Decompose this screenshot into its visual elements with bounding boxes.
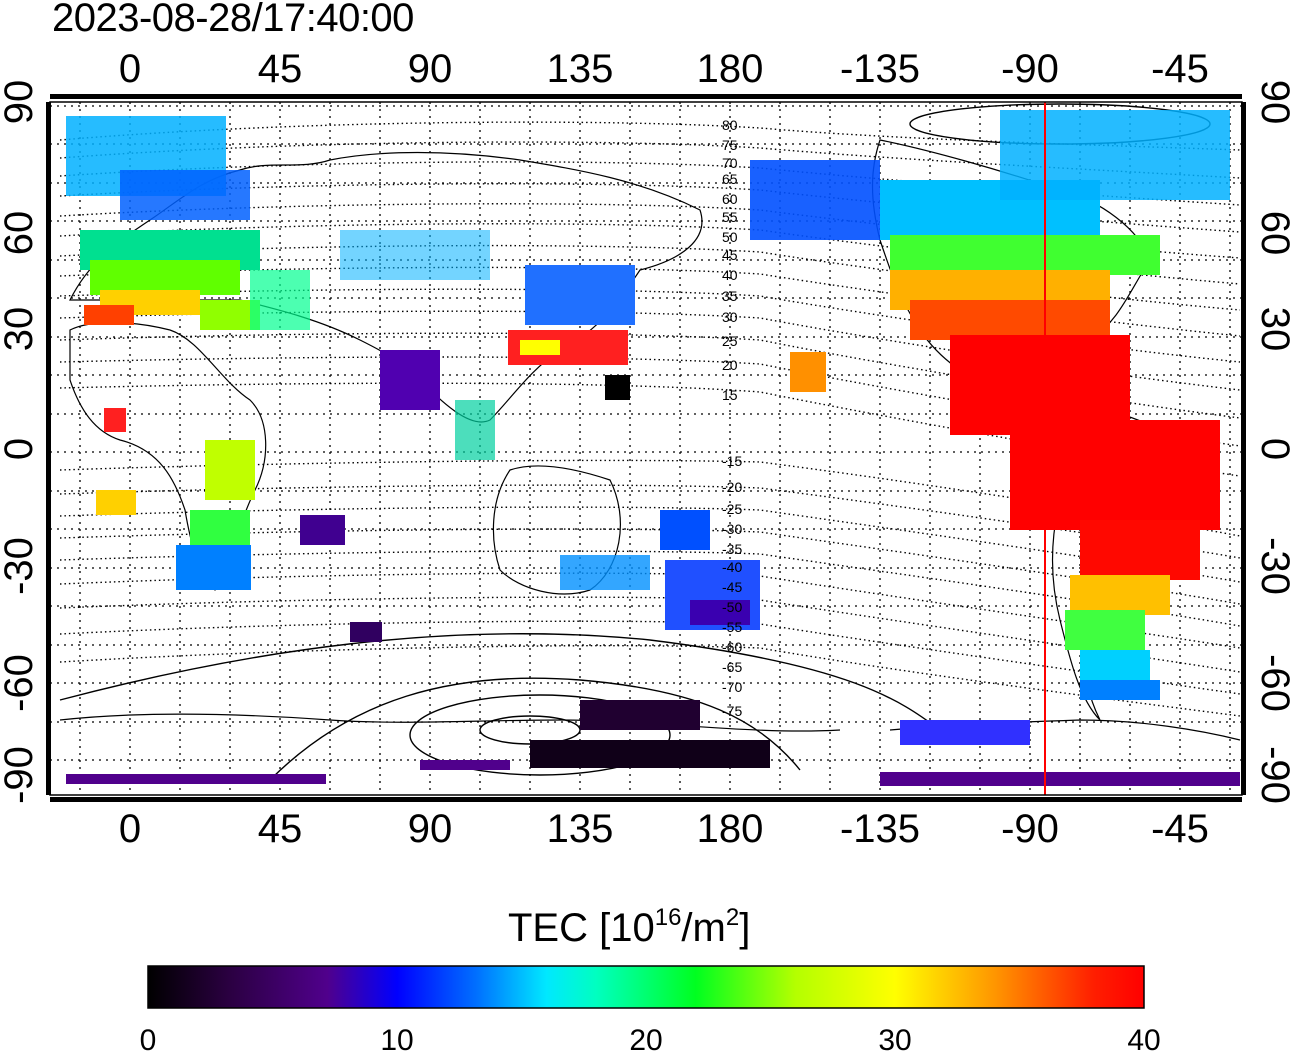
colorbar [147,965,1145,1009]
axis-bars [46,94,1246,802]
left-lat-label: -90 [0,746,41,804]
timestamp: 2023-08-28/17:40:00 [52,0,414,40]
top-lon-label: 90 [408,47,453,91]
contour-label: 30 [722,309,738,325]
colorbar-tick-label: 10 [380,1024,413,1057]
top-lon-label: -45 [1151,47,1209,91]
contour-label: 50 [722,229,738,245]
bottom-lon-label: -135 [840,807,920,851]
right-lat-label: 30 [1253,307,1294,352]
contour-label: 45 [722,247,738,263]
contour-label: 65 [722,171,738,187]
bottom-lon-label: 90 [408,807,453,851]
contour-label: -50 [722,599,742,615]
contour-label: -55 [722,619,742,635]
bottom-lon-label: -45 [1151,807,1209,851]
contour-label: -45 [722,579,742,595]
right-lat-label: -90 [1253,746,1294,804]
bottom-lon-label: 135 [547,807,614,851]
contour-label: 20 [722,357,738,373]
left-lat-label: 90 [0,80,41,125]
colorbar-title-exponent1: 16 [654,904,682,931]
top-lon-label: 0 [119,47,141,91]
contour-label: -60 [722,639,742,655]
bottom-lon-label: -90 [1001,807,1059,851]
colorbar-title-exponent2: 2 [725,904,740,931]
bottom-lon-label: 0 [119,807,141,851]
contour-label: 15 [722,387,738,403]
contour-label: -15 [722,453,742,469]
contour-label: 55 [722,209,738,225]
colorbar-tick-label: 0 [140,1024,157,1057]
right-lat-label: -60 [1253,654,1294,712]
top-lon-label: -135 [840,47,920,91]
colorbar-title: TEC [1016/m2] [508,904,750,951]
right-lat-label: 90 [1253,80,1294,125]
colorbar-title-text: TEC [10 [508,906,655,950]
left-lat-label: -30 [0,537,41,595]
contour-label: -75 [722,703,742,719]
left-lat-label: 0 [0,438,41,460]
contour-label: 60 [722,191,738,207]
colorbar-tick-label: 40 [1127,1024,1160,1057]
contour-label: -25 [722,501,742,517]
colorbar-title-unit: /m [681,906,726,950]
contour-label: -70 [722,679,742,695]
contour-label: -65 [722,659,742,675]
right-lat-label: 60 [1253,211,1294,256]
left-lat-label: 30 [0,307,41,352]
right-lat-label: -30 [1253,537,1294,595]
top-lon-label: -90 [1001,47,1059,91]
contour-label: -40 [722,559,742,575]
contour-label: 75 [722,137,738,153]
contour-label: 25 [722,333,738,349]
bottom-lon-label: 180 [697,807,764,851]
top-longitude-labels: 0 45 90 135 180 -135 -90 -45 [119,47,1209,91]
top-lon-label: 180 [697,47,764,91]
contour-label: 40 [722,267,738,283]
contour-labels-south: -15 -20 -25 -30 -35 -40 -45 -50 -55 -60 -65 -70 -75 [722,453,742,719]
right-lat-label: 0 [1253,438,1294,460]
colorbar-title-close: ] [739,906,751,950]
contour-label: 80 [722,117,738,133]
top-lon-label: 135 [547,47,614,91]
contour-label: -35 [722,541,742,557]
bottom-longitude-labels: 0 45 90 135 180 -135 -90 -45 [119,807,1209,851]
left-lat-label: 60 [0,211,41,256]
contour-label: 35 [722,288,738,304]
contour-label: -20 [722,479,742,495]
contour-label: -30 [722,521,742,537]
left-latitude-labels: 90 60 30 0 -30 -60 -90 [0,80,41,804]
colorbar-tick-label: 20 [629,1024,662,1057]
left-lat-label: -60 [0,654,41,712]
colorbar-tick-label: 30 [878,1024,911,1057]
contour-label: 70 [722,155,738,171]
colorbar-ticks: 0 10 20 30 40 [140,1024,1161,1057]
bottom-lon-label: 45 [258,807,303,851]
right-latitude-labels: 90 60 30 0 -30 -60 -90 [1253,80,1294,804]
top-lon-label: 45 [258,47,303,91]
